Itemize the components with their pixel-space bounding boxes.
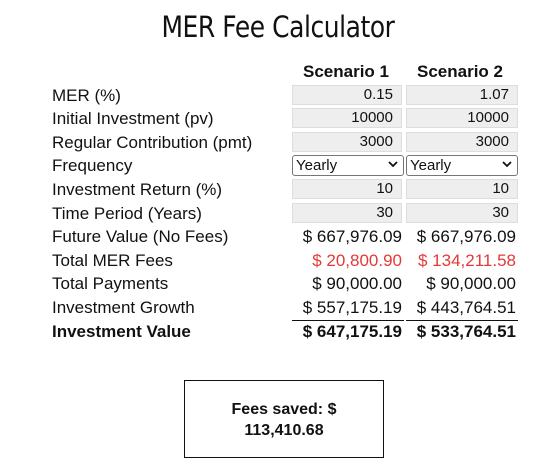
payments-row: Total Payments $ 90,000.00 $ 90,000.00 (52, 272, 522, 296)
chevron-down-icon (388, 156, 398, 175)
pv-label: Initial Investment (pv) (52, 109, 214, 129)
frequency-select-scenario-2[interactable]: Yearly (406, 155, 518, 177)
fv-row: Future Value (No Fees) $ 667,976.09 $ 66… (52, 225, 522, 249)
total-divider-scenario-1 (292, 319, 404, 321)
pv-input-scenario-2[interactable]: 10000 (406, 108, 518, 129)
value-row: Investment Value $ 647,175.19 $ 533,764.… (52, 319, 522, 344)
fv-value-scenario-1: $ 667,976.09 (302, 227, 402, 247)
frequency-select-scenario-1[interactable]: Yearly (292, 155, 404, 177)
fees-label: Total MER Fees (52, 250, 173, 270)
frequency-label: Frequency (52, 156, 133, 176)
pv-row: Initial Investment (pv) 10000 10000 (52, 107, 522, 131)
value-value-scenario-2: $ 533,764.51 (416, 321, 516, 341)
scenario-2-header: Scenario 2 (417, 62, 503, 81)
period-row: Time Period (Years) 30 30 (52, 202, 522, 226)
period-input-scenario-2[interactable]: 30 (406, 202, 518, 223)
mer-label: MER (%) (52, 85, 121, 105)
return-input-scenario-1[interactable]: 10 (292, 178, 402, 199)
mer-input-scenario-1[interactable]: 0.15 (292, 84, 402, 105)
chevron-down-icon (502, 156, 512, 175)
page-title: MER Fee Calculator (161, 10, 395, 44)
payments-value-scenario-1: $ 90,000.00 (312, 274, 402, 294)
fees-value-scenario-1: $ 20,800.90 (312, 250, 402, 270)
fv-value-scenario-2: $ 667,976.09 (416, 227, 516, 247)
header-row: Scenario 1 Scenario 2 (52, 60, 522, 84)
value-value-scenario-1: $ 647,175.19 (302, 321, 402, 341)
pmt-input-scenario-1[interactable]: 3000 (292, 131, 402, 152)
fees-saved-line-1: Fees saved: $ (231, 401, 337, 418)
calculator-table: Scenario 1 Scenario 2 MER (%) 0.15 1.07 … (52, 60, 522, 343)
pmt-input-scenario-2[interactable]: 3000 (406, 131, 518, 152)
growth-label: Investment Growth (52, 297, 195, 317)
frequency-value-scenario-2: Yearly (410, 157, 452, 175)
mer-input-scenario-2[interactable]: 1.07 (406, 84, 518, 105)
return-input-scenario-2[interactable]: 10 (406, 178, 518, 199)
payments-label: Total Payments (52, 274, 169, 294)
fees-value-scenario-2: $ 134,211.58 (418, 250, 516, 270)
value-label: Investment Value (52, 321, 191, 341)
growth-value-scenario-2: $ 443,764.51 (416, 297, 516, 317)
frequency-row: Frequency Yearly Yearly (52, 154, 522, 178)
return-label: Investment Return (%) (52, 179, 223, 199)
fees-saved-line-2: 113,410.68 (244, 422, 324, 439)
growth-row: Investment Growth $ 557,175.19 $ 443,764… (52, 296, 522, 320)
fv-label: Future Value (No Fees) (52, 227, 229, 247)
payments-value-scenario-2: $ 90,000.00 (426, 274, 516, 294)
mer-row: MER (%) 0.15 1.07 (52, 84, 522, 108)
period-label: Time Period (Years) (52, 203, 202, 223)
growth-value-scenario-1: $ 557,175.19 (302, 297, 402, 317)
fees-row: Total MER Fees $ 20,800.90 $ 134,211.58 (52, 249, 522, 273)
scenario-1-header: Scenario 1 (303, 62, 389, 81)
period-input-scenario-1[interactable]: 30 (292, 202, 402, 223)
frequency-value-scenario-1: Yearly (296, 157, 338, 175)
total-divider-scenario-2 (406, 319, 518, 321)
pmt-row: Regular Contribution (pmt) 3000 3000 (52, 131, 522, 155)
pv-input-scenario-1[interactable]: 10000 (292, 108, 402, 129)
pmt-label: Regular Contribution (pmt) (52, 132, 253, 152)
fees-saved-box: Fees saved: $ 113,410.68 (184, 380, 384, 458)
return-row: Investment Return (%) 10 10 (52, 178, 522, 202)
